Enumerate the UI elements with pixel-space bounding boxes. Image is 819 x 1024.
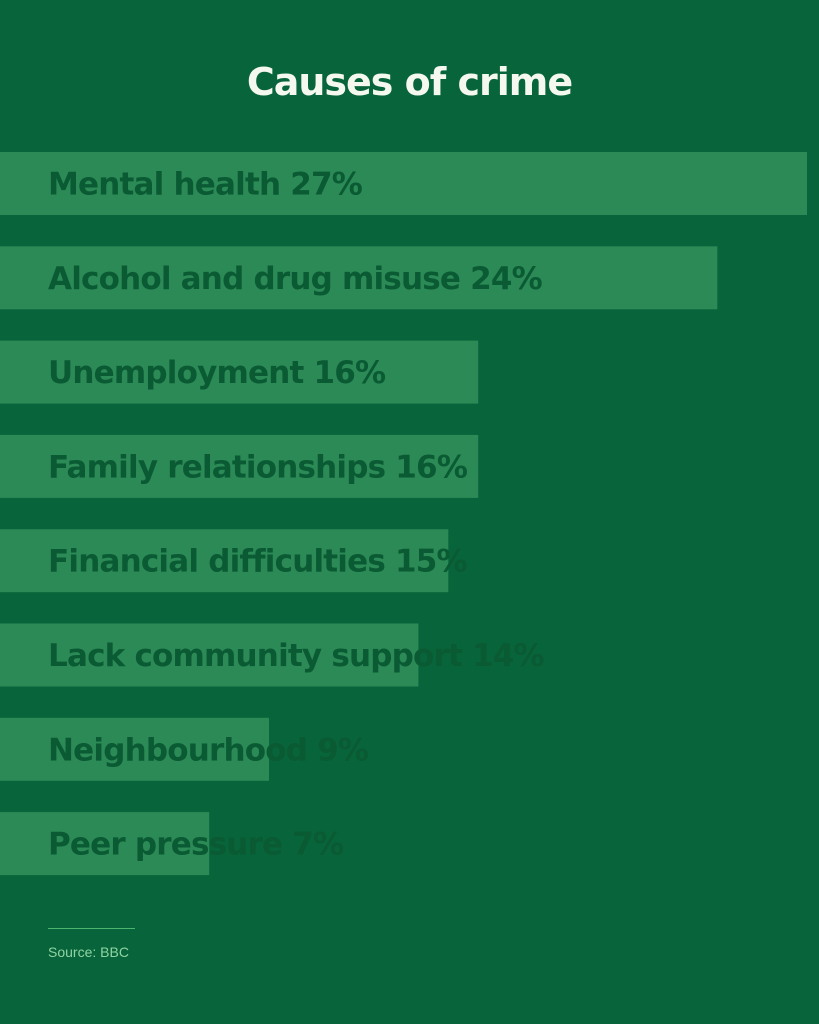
bar <box>0 717 269 781</box>
bar-group: Family relationships 16% <box>0 434 479 498</box>
bar-label: Alcohol and drug misuse 24% <box>48 261 543 297</box>
bar-label: Mental health 27% <box>48 167 363 203</box>
bar-label: Neighbourhood 9% <box>48 732 369 768</box>
bar-group: Peer pressure 7% <box>0 812 345 876</box>
bar-group: Financial difficulties 15% <box>0 529 468 593</box>
bar-label: Family relationships 16% <box>48 449 468 485</box>
bar <box>0 529 449 593</box>
bar <box>0 434 479 498</box>
bar-group: Lack community support 14% <box>0 623 545 687</box>
source-note: Source: BBC <box>48 944 129 960</box>
bar-label: Lack community support 14% <box>48 638 545 674</box>
bar <box>0 152 807 215</box>
bar <box>0 246 718 310</box>
bar <box>0 340 479 404</box>
chart-title: Causes of crime <box>246 60 573 104</box>
source-divider <box>48 928 135 929</box>
bar-group: Neighbourhood 9% <box>0 717 370 781</box>
bar <box>0 623 419 687</box>
bar-label: Financial difficulties 15% <box>48 544 468 580</box>
bar <box>0 812 210 876</box>
bar-label: Unemployment 16% <box>48 355 386 391</box>
bar-group: Mental health 27% <box>0 152 807 215</box>
bar-group: Alcohol and drug misuse 24% <box>0 246 718 310</box>
bar-label: Peer pressure 7% <box>48 827 344 863</box>
bar-group: Unemployment 16% <box>0 340 479 404</box>
